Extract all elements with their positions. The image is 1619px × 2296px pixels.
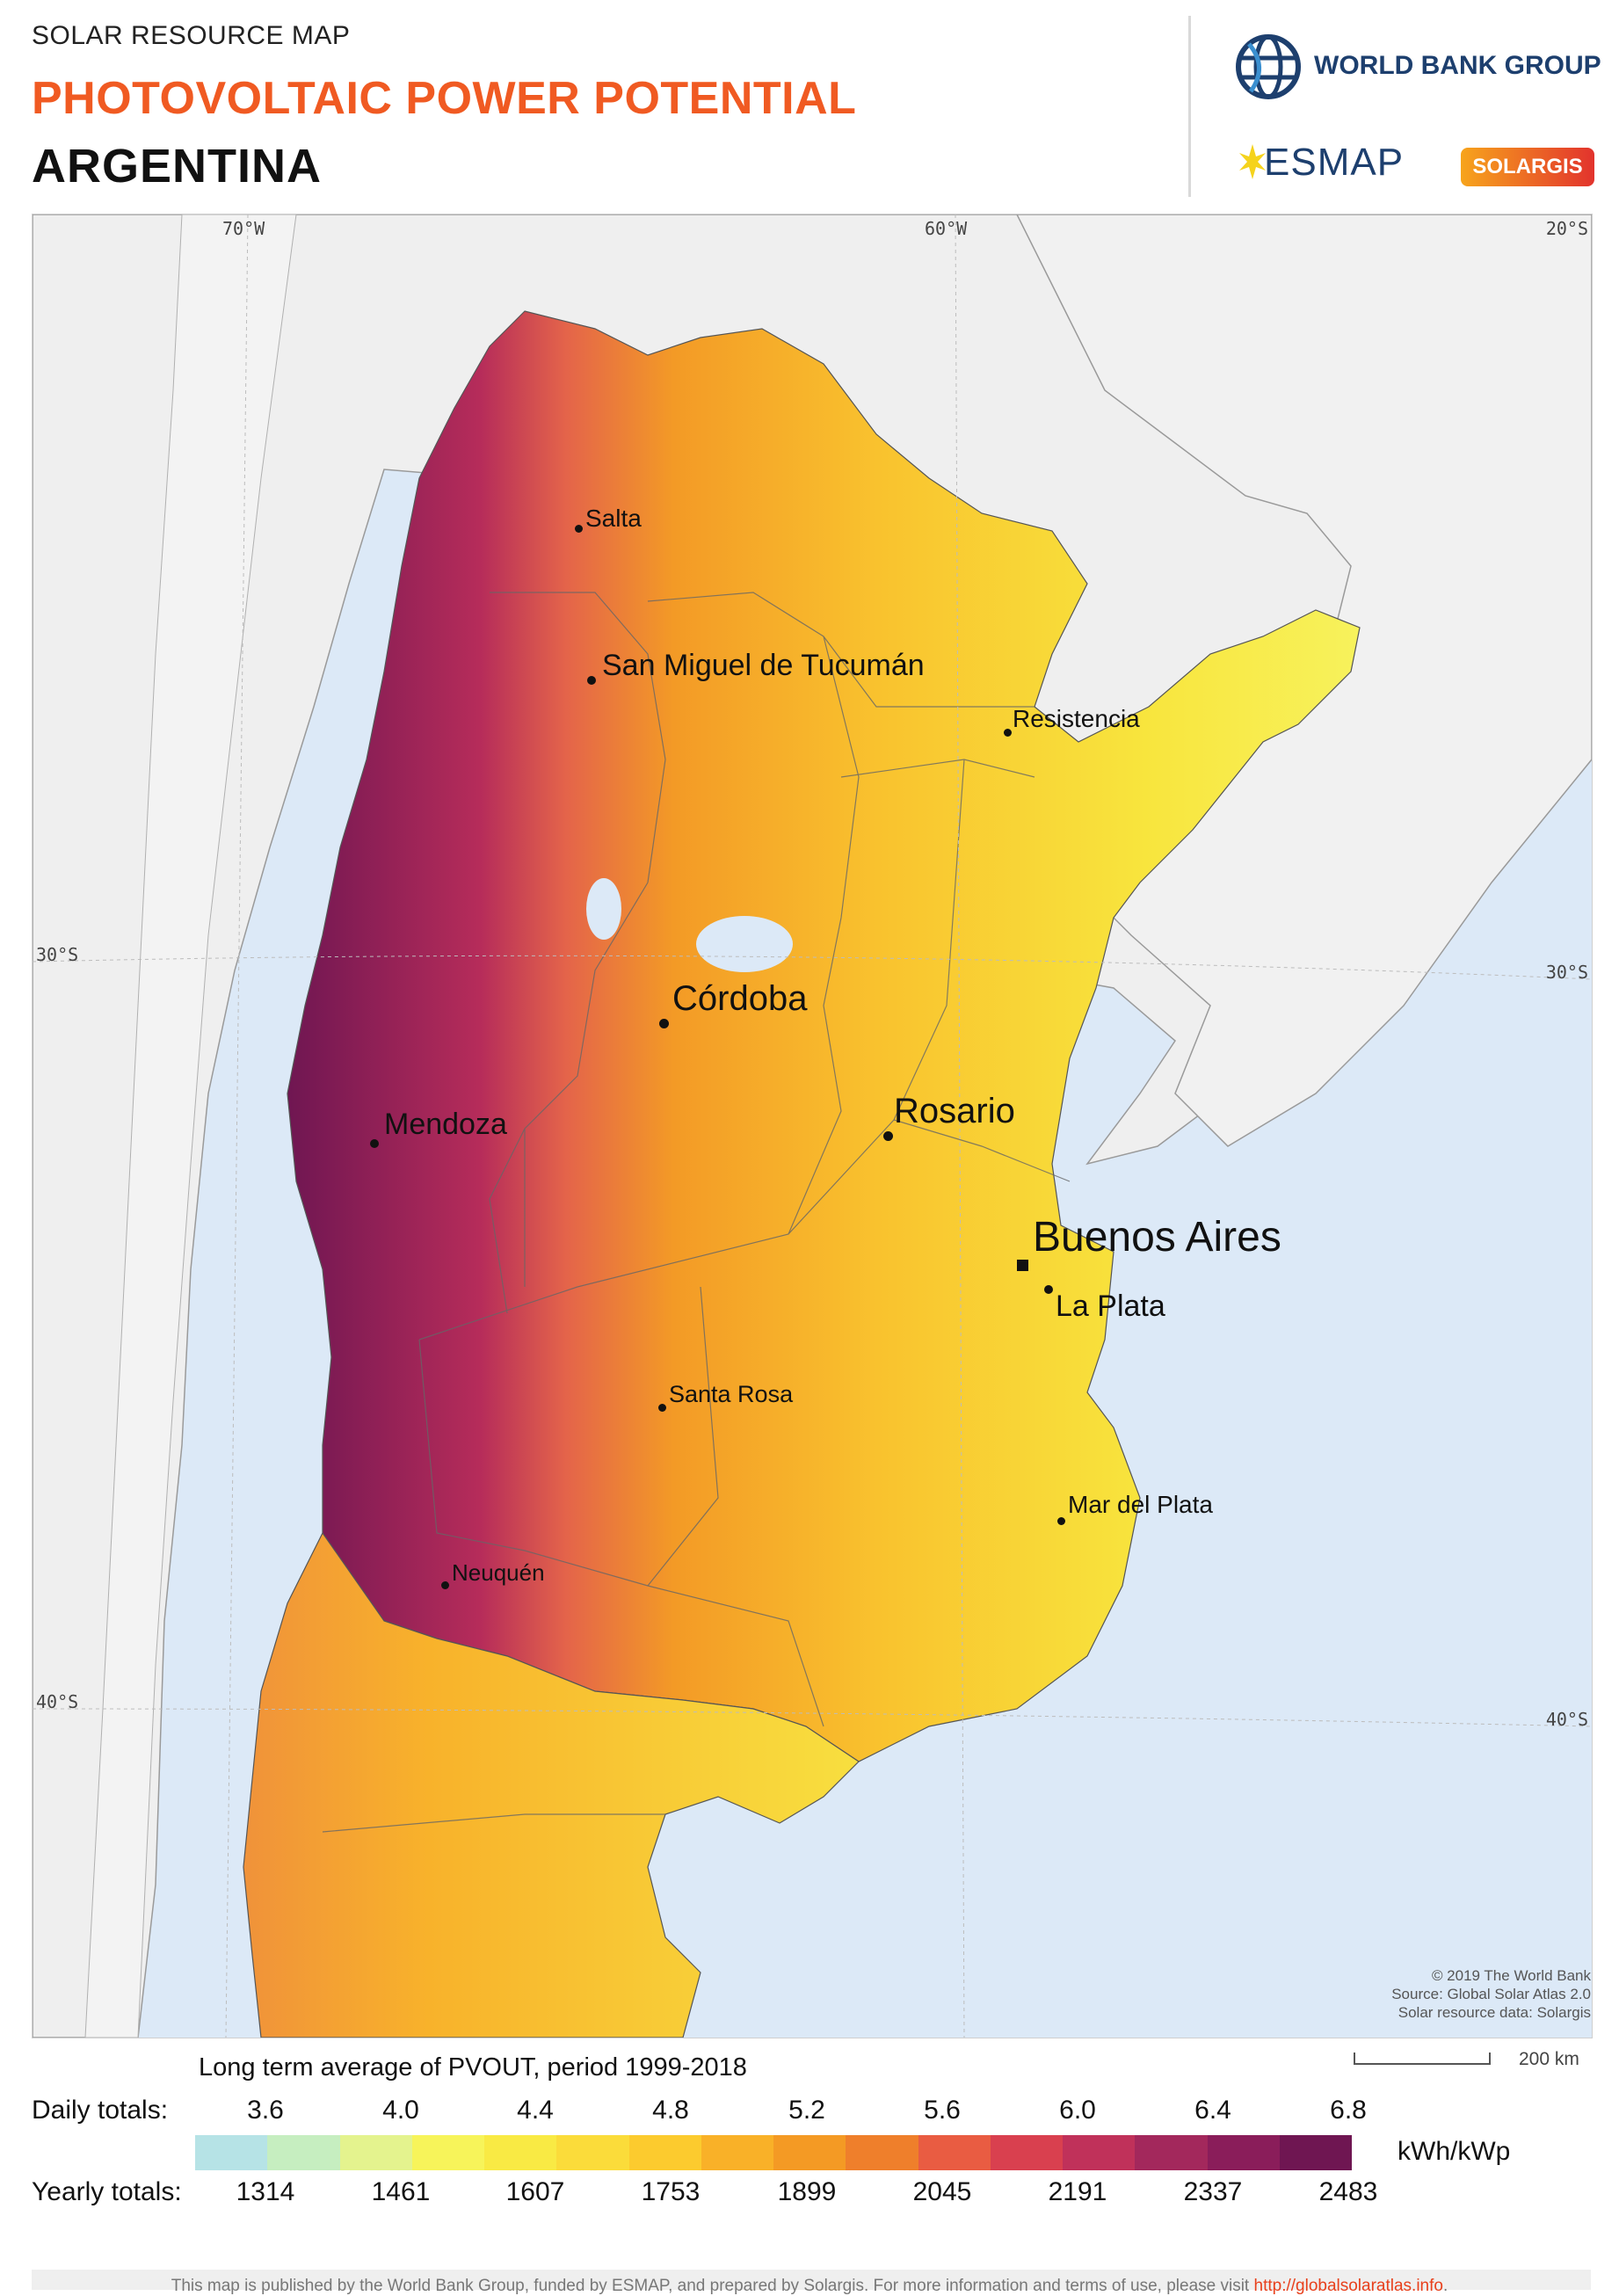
lat-label-40s-right: 40°S xyxy=(1545,1709,1588,1730)
footer-statement: This map is published by the World Bank … xyxy=(171,2277,1250,2295)
legend-swatch xyxy=(195,2135,268,2170)
daily-tick: 3.6 xyxy=(247,2096,284,2125)
footer-period: . xyxy=(1442,2277,1448,2295)
yearly-tick: 1461 xyxy=(371,2177,431,2206)
yearly-tick: 2191 xyxy=(1048,2177,1107,2206)
daily-tick: 6.8 xyxy=(1330,2096,1367,2125)
city-label-mendoza: Mendoza xyxy=(384,1108,507,1141)
city-label-neuquen: Neuquén xyxy=(452,1559,545,1586)
legend-swatch xyxy=(339,2135,412,2170)
yearly-tick: 2337 xyxy=(1183,2177,1243,2206)
legend-daily-label: Daily totals: xyxy=(32,2096,169,2125)
daily-tick: 4.4 xyxy=(517,2096,554,2125)
lat-label-40s-left: 40°S xyxy=(36,1691,79,1712)
daily-tick: 4.0 xyxy=(382,2096,419,2125)
city-dot-mendoza xyxy=(370,1139,379,1148)
daily-tick: 6.0 xyxy=(1059,2096,1096,2125)
legend-swatch xyxy=(773,2135,846,2170)
legend-swatch xyxy=(267,2135,340,2170)
map-credits: © 2019 The World Bank Source: Global Sol… xyxy=(1391,1966,1591,2022)
city-label-tucuman: San Miguel de Tucumán xyxy=(602,649,925,682)
city-label-la-plata: La Plata xyxy=(1056,1290,1165,1323)
daily-tick: 5.6 xyxy=(924,2096,961,2125)
city-label-mar-del-plata: Mar del Plata xyxy=(1068,1491,1213,1518)
city-dot-tucuman xyxy=(587,676,596,685)
city-dot-rosario xyxy=(883,1131,893,1141)
scale-bar xyxy=(1354,2053,1491,2065)
yearly-tick: 1753 xyxy=(641,2177,701,2206)
lat-label-30s-right: 30°S xyxy=(1545,962,1588,983)
legend-swatch xyxy=(628,2135,701,2170)
city-label-cordoba: Córdoba xyxy=(672,979,808,1018)
lon-label-60w: 60°W xyxy=(925,218,968,239)
footer-link[interactable]: http://globalsolaratlas.info xyxy=(1253,2277,1443,2295)
solargis-logo: SOLARGIS xyxy=(1461,148,1594,186)
graticule xyxy=(32,214,1593,2038)
yearly-tick: 1899 xyxy=(777,2177,837,2206)
credit-line: © 2019 The World Bank xyxy=(1431,1967,1591,1984)
yearly-tick: 2045 xyxy=(912,2177,972,2206)
mar-chiquita-lake xyxy=(696,916,793,972)
legend-swatch xyxy=(1279,2135,1352,2170)
esmap-star-icon xyxy=(1238,142,1267,185)
argentina-north xyxy=(287,310,1361,1762)
yearly-tick: 2483 xyxy=(1318,2177,1378,2206)
legend-swatch xyxy=(1135,2135,1208,2170)
city-label-salta: Salta xyxy=(585,505,642,532)
world-bank-logo-text: WORLD BANK GROUP xyxy=(1314,51,1601,80)
esmap-logo-text: ESMAP xyxy=(1264,141,1405,184)
daily-tick: 4.8 xyxy=(652,2096,689,2125)
daily-tick: 6.4 xyxy=(1194,2096,1231,2125)
legend-unit: kWh/kWp xyxy=(1398,2137,1511,2166)
city-label-rosario: Rosario xyxy=(894,1092,1015,1130)
legend-swatch xyxy=(990,2135,1063,2170)
legend-swatch xyxy=(1063,2135,1136,2170)
city-label-santa-rosa: Santa Rosa xyxy=(669,1381,794,1407)
city-dot-la-plata xyxy=(1044,1285,1053,1294)
argentina-south xyxy=(243,1531,860,2038)
legend-title: Long term average of PVOUT, period 1999-… xyxy=(199,2053,747,2082)
map-canvas xyxy=(32,214,1593,2038)
legend-swatch xyxy=(918,2135,991,2170)
legend-swatch xyxy=(484,2135,557,2170)
daily-tick: 5.2 xyxy=(788,2096,825,2125)
legend-swatch xyxy=(846,2135,918,2170)
city-dot-resistencia xyxy=(1004,729,1012,737)
map-title: PHOTOVOLTAIC POWER POTENTIAL xyxy=(32,73,857,124)
city-dot-mar-del-plata xyxy=(1057,1517,1065,1525)
header-divider xyxy=(1188,16,1191,197)
capital-marker-buenos-aires xyxy=(1017,1260,1028,1271)
footer-bar xyxy=(32,2270,1591,2290)
city-dot-salta xyxy=(575,525,583,533)
city-dot-santa-rosa xyxy=(658,1404,666,1412)
legend-swatch xyxy=(411,2135,484,2170)
footer-text: This map is published by the World Bank … xyxy=(0,2277,1619,2296)
salinas-grandes xyxy=(586,878,621,940)
lat-label-20s-right: 20°S xyxy=(1545,218,1588,239)
legend-swatch xyxy=(701,2135,773,2170)
legend-swatch xyxy=(556,2135,629,2170)
map-kicker: SOLAR RESOURCE MAP xyxy=(32,21,351,50)
city-dot-neuquen xyxy=(441,1581,449,1589)
lon-label-70w: 70°W xyxy=(222,218,265,239)
scale-bar-label: 200 km xyxy=(1519,2049,1579,2069)
world-bank-globe-icon xyxy=(1233,32,1303,106)
city-label-resistencia: Resistencia xyxy=(1013,705,1140,732)
chile-strip xyxy=(84,214,297,2038)
credit-line: Solar resource data: Solargis xyxy=(1398,2004,1591,2021)
city-dot-cordoba xyxy=(659,1019,669,1028)
yearly-tick: 1314 xyxy=(236,2177,295,2206)
lat-label-30s-left: 30°S xyxy=(36,944,79,965)
city-label-buenos-aires: Buenos Aires xyxy=(1033,1214,1281,1261)
legend-color-bar xyxy=(195,2135,1352,2170)
credit-line: Source: Global Solar Atlas 2.0 xyxy=(1391,1986,1591,2002)
map-panel: 70°W 60°W 30°S 40°S 20°S 30°S 40°S Salta… xyxy=(32,214,1593,2038)
legend-swatch xyxy=(1207,2135,1280,2170)
legend-yearly-label: Yearly totals: xyxy=(32,2177,182,2206)
country-title: ARGENTINA xyxy=(32,140,322,193)
yearly-tick: 1607 xyxy=(505,2177,565,2206)
